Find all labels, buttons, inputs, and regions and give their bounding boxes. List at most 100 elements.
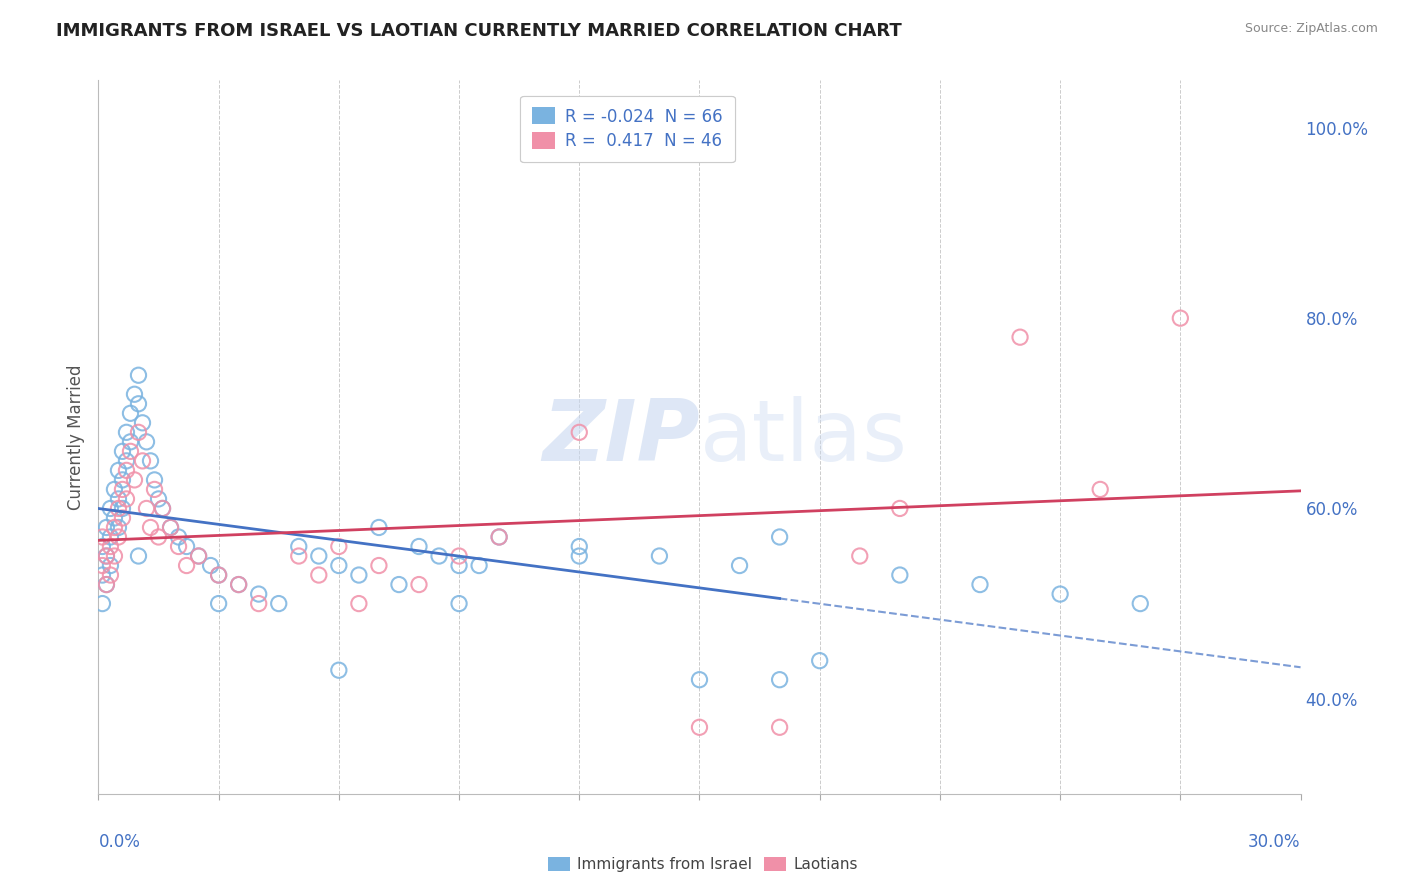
Point [91, 530, 114, 544]
Text: 0.0%: 0.0% [98, 833, 141, 851]
Point [568, 540, 591, 554]
Point [148, 491, 170, 506]
Point [368, 520, 391, 534]
Text: ZIP: ZIP [541, 395, 700, 479]
Point [408, 540, 430, 554]
Point [267, 597, 290, 611]
Point [288, 540, 311, 554]
Point [91, 540, 114, 554]
Point [120, 434, 142, 449]
Point [1129, 597, 1152, 611]
Point [208, 568, 231, 582]
Point [769, 530, 792, 544]
Point [152, 501, 174, 516]
Point [689, 720, 711, 734]
Point [468, 558, 491, 573]
Point [139, 520, 162, 534]
Point [187, 549, 209, 563]
Point [488, 530, 510, 544]
Point [111, 511, 134, 525]
Point [447, 597, 470, 611]
Point [124, 473, 146, 487]
Point [91, 558, 114, 573]
Point [1049, 587, 1071, 601]
Point [100, 558, 122, 573]
Point [488, 530, 510, 544]
Point [568, 425, 591, 440]
Point [111, 483, 134, 497]
Point [100, 530, 122, 544]
Point [308, 549, 330, 563]
Point [96, 549, 118, 563]
Point [103, 549, 125, 563]
Point [200, 558, 222, 573]
Point [167, 540, 190, 554]
Point [128, 425, 150, 440]
Point [128, 397, 150, 411]
Point [808, 654, 831, 668]
Point [889, 501, 911, 516]
Point [247, 597, 270, 611]
Point [228, 577, 250, 591]
Point [228, 577, 250, 591]
Point [107, 491, 129, 506]
Point [347, 568, 370, 582]
Point [328, 663, 350, 677]
Point [152, 501, 174, 516]
Point [115, 491, 138, 506]
Point [103, 511, 125, 525]
Point [143, 483, 166, 497]
Point [167, 530, 190, 544]
Point [728, 558, 751, 573]
Text: IMMIGRANTS FROM ISRAEL VS LAOTIAN CURRENTLY MARRIED CORRELATION CHART: IMMIGRANTS FROM ISRAEL VS LAOTIAN CURREN… [56, 22, 903, 40]
Text: atlas: atlas [700, 395, 907, 479]
Point [328, 540, 350, 554]
Text: Source: ZipAtlas.com: Source: ZipAtlas.com [1244, 22, 1378, 36]
Point [107, 501, 129, 516]
Point [308, 568, 330, 582]
Point [1010, 330, 1032, 344]
Point [176, 540, 198, 554]
Point [128, 368, 150, 383]
Point [368, 558, 391, 573]
Point [100, 501, 122, 516]
Point [96, 577, 118, 591]
Point [120, 444, 142, 458]
Point [115, 454, 138, 468]
Point [568, 549, 591, 563]
Point [1088, 483, 1111, 497]
Point [111, 501, 134, 516]
Point [96, 549, 118, 563]
Point [447, 549, 470, 563]
Point [769, 673, 792, 687]
Point [447, 558, 470, 573]
Legend: Immigrants from Israel, Laotians: Immigrants from Israel, Laotians [540, 849, 866, 880]
Point [889, 568, 911, 582]
Y-axis label: Currently Married: Currently Married [66, 364, 84, 510]
Point [159, 520, 181, 534]
Point [115, 425, 138, 440]
Text: 30.0%: 30.0% [1249, 833, 1301, 851]
Point [131, 416, 153, 430]
Point [648, 549, 671, 563]
Point [103, 483, 125, 497]
Point [328, 558, 350, 573]
Point [96, 520, 118, 534]
Point [187, 549, 209, 563]
Point [107, 463, 129, 477]
Point [208, 597, 231, 611]
Point [769, 720, 792, 734]
Point [208, 568, 231, 582]
Point [247, 587, 270, 601]
Point [120, 406, 142, 420]
Point [148, 530, 170, 544]
Point [347, 597, 370, 611]
Point [143, 473, 166, 487]
Point [91, 568, 114, 582]
Point [100, 568, 122, 582]
Point [176, 558, 198, 573]
Point [91, 597, 114, 611]
Point [135, 434, 157, 449]
Point [128, 549, 150, 563]
Point [111, 473, 134, 487]
